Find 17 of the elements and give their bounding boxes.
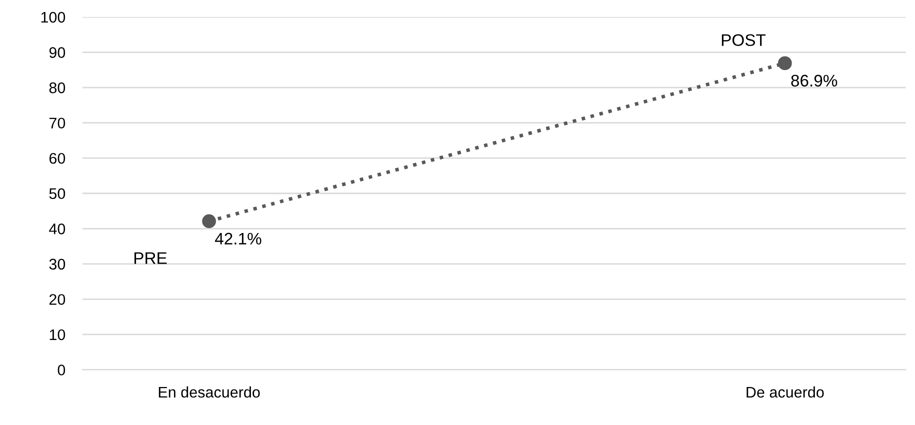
x-tick-label: De acuerdo — [746, 386, 824, 398]
y-tick-label: 50 — [49, 188, 66, 200]
annotation: POST — [722, 34, 766, 46]
y-tick-label: 40 — [49, 224, 66, 234]
y-tick-label: 30 — [49, 258, 66, 270]
y-tick-label: 70 — [49, 118, 66, 129]
y-tick-label: 10 — [50, 329, 66, 340]
y-tick-label: 80 — [49, 82, 66, 94]
y-tick-label: 20 — [49, 294, 66, 305]
x-tick-label: En desacuerdo — [158, 386, 260, 398]
y-tick-label: 60 — [49, 152, 66, 164]
annotation: PRE — [134, 252, 167, 264]
data-label: 86.9% — [791, 74, 838, 87]
data-label: 42.1% — [214, 232, 262, 245]
y-tick-label: 90 — [49, 47, 66, 58]
y-tick-label: 100 — [41, 12, 66, 23]
y-tick-label: 0 — [58, 364, 66, 376]
